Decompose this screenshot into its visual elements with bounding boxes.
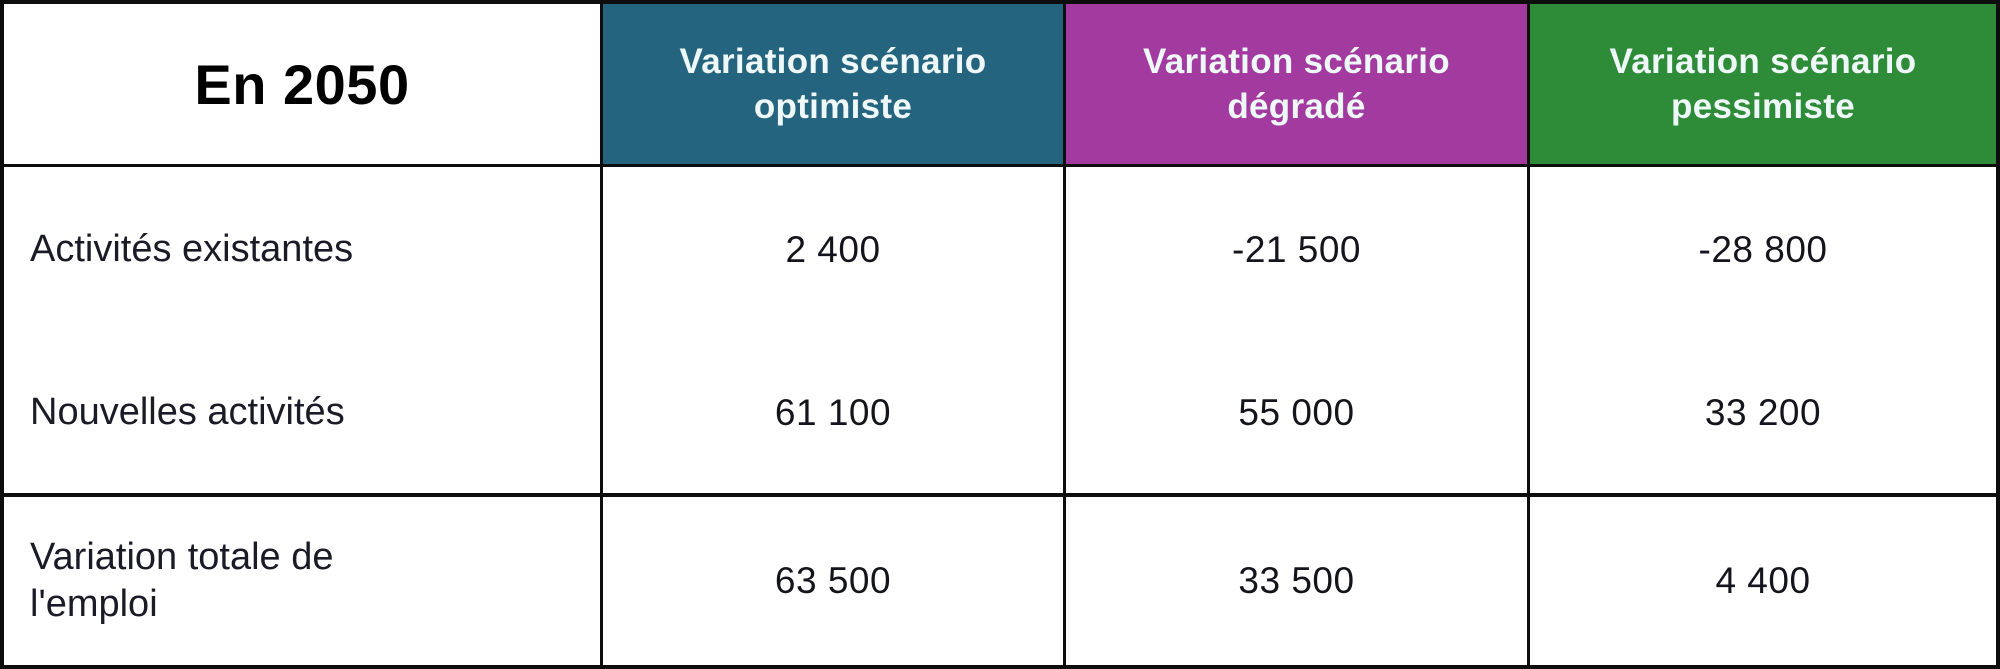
cell-totale-optimiste: 63 500 (600, 497, 1063, 665)
row-label-variation-totale: Variation totale de l'emploi (4, 497, 600, 665)
row-label-nouvelles-activites: Nouvelles activités (4, 332, 600, 497)
cell-nouvelles-pessimiste: 33 200 (1527, 332, 1996, 497)
column-header-optimiste-label: Variation scénario optimiste (679, 41, 987, 127)
column-header-degrade: Variation scénario dégradé (1063, 4, 1527, 167)
cell-value: 63 500 (774, 560, 892, 601)
row-label-text: Activités existantes (30, 227, 354, 270)
cell-value: 61 100 (774, 391, 892, 433)
cell-value: -21 500 (1232, 228, 1361, 270)
cell-value: 55 000 (1238, 391, 1355, 433)
cell-value: -28 800 (1698, 228, 1828, 270)
cell-totale-degrade: 33 500 (1063, 497, 1527, 665)
column-header-degrade-label: Variation scénario dégradé (1143, 41, 1450, 127)
cell-totale-pessimiste: 4 400 (1527, 497, 1996, 665)
table-corner-cell: En 2050 (4, 4, 600, 167)
table-title: En 2050 (194, 52, 410, 116)
column-header-pessimiste-label: Variation scénario pessimiste (1609, 41, 1917, 127)
cell-existantes-degrade: -21 500 (1063, 167, 1527, 332)
row-label-text: Variation totale de l'emploi (30, 535, 334, 626)
cell-value: 2 400 (785, 228, 881, 270)
cell-existantes-optimiste: 2 400 (600, 167, 1063, 332)
column-header-optimiste: Variation scénario optimiste (600, 4, 1063, 167)
cell-nouvelles-degrade: 55 000 (1063, 332, 1527, 497)
row-label-activites-existantes: Activités existantes (4, 167, 600, 332)
column-header-pessimiste: Variation scénario pessimiste (1527, 4, 1996, 167)
cell-existantes-pessimiste: -28 800 (1527, 167, 1996, 332)
row-label-text: Nouvelles activités (30, 390, 345, 433)
cell-value: 4 400 (1715, 560, 1811, 601)
cell-value: 33 200 (1704, 391, 1822, 433)
cell-nouvelles-optimiste: 61 100 (600, 332, 1063, 497)
cell-value: 33 500 (1238, 560, 1355, 601)
